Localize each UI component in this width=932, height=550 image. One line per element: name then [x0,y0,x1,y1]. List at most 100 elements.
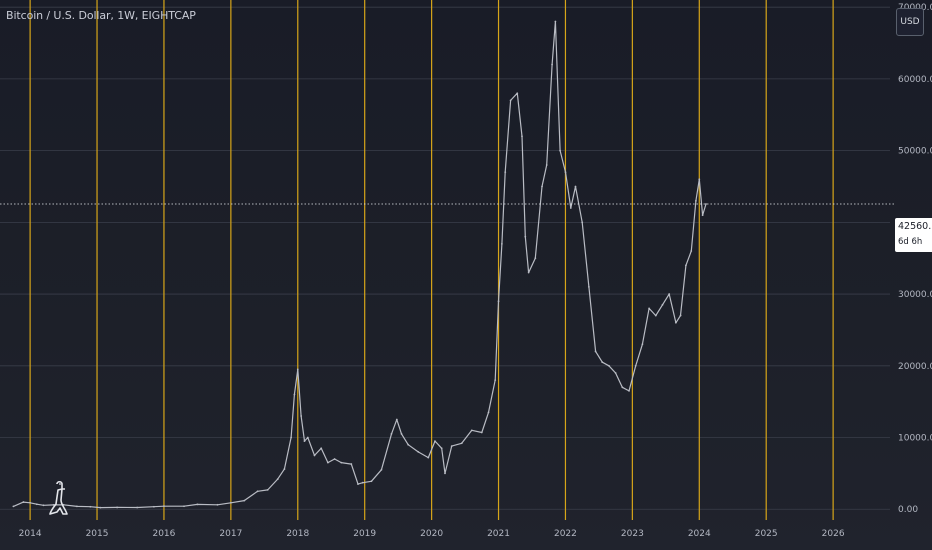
symbol-title[interactable]: Bitcoin / U.S. Dollar, 1W, EIGHTCAP [6,9,196,22]
price-point [313,454,316,457]
price-point [22,501,25,503]
price-point [370,480,373,483]
price-point [450,445,453,448]
price-point [163,505,165,508]
price-point [417,450,420,453]
currency-button[interactable]: USD [896,8,924,36]
price-point [641,343,644,346]
price-point [685,264,687,267]
price-point [320,447,323,450]
price-point [551,63,553,66]
price-point [690,250,693,252]
year-marker-lines [29,0,834,520]
price-point [183,505,185,508]
price-point [400,433,403,435]
price-point [574,185,577,188]
price-point [460,442,463,445]
price-point [407,443,410,446]
price-point [395,418,398,421]
price-point [361,481,364,484]
price-point [153,505,155,508]
price-point [559,149,561,152]
price-point [581,221,584,224]
price-point [661,303,664,306]
price-point [628,389,630,392]
y-tick-label: 20000.00 [898,362,932,372]
price-point [89,505,92,508]
price-point [357,483,359,486]
price-point [569,207,572,209]
price-point [440,447,443,450]
price-point [668,293,671,295]
price-axis[interactable]: 0.0010000.0020000.0030000.0040000.005000… [898,3,932,515]
price-point [333,458,336,460]
price-point [695,199,697,202]
price-point [564,171,567,174]
price-point [290,436,292,439]
x-tick-label: 2020 [420,529,443,539]
x-tick-label: 2018 [286,529,309,539]
price-point [434,440,436,443]
price-point [614,372,617,374]
price-point [326,461,329,464]
time-axis[interactable]: 2014 2015 2016 2017 2018 2019 2020 2021 2022 2023… [19,529,845,539]
price-point [266,488,269,491]
price-point [587,285,590,288]
price-point [500,242,503,245]
price-point [524,235,527,238]
price-point [306,436,309,439]
bar-countdown: 6d 6h [898,237,923,247]
x-tick-label: 2014 [19,529,42,539]
tradingview-dino-logo-icon[interactable] [48,480,70,518]
price-point [516,92,519,95]
price-point [243,499,246,502]
price-point [390,433,393,435]
price-point [554,20,557,23]
price-point [480,431,483,434]
price-point [534,257,537,260]
price-point [42,504,45,507]
price-point [52,504,55,506]
price-point [521,135,523,138]
price-point [293,393,296,396]
price-point [601,361,604,364]
x-tick-label: 2021 [487,529,510,539]
price-point [608,364,610,367]
price-point [229,501,232,504]
price-point [256,490,259,493]
price-point [487,411,490,414]
y-tick-label: 10000.00 [898,434,932,444]
price-point [296,368,299,371]
price-point [76,505,78,508]
x-tick-label: 2026 [822,529,845,539]
y-tick-label: 0.00 [898,505,918,515]
price-point [303,440,306,443]
price-series [12,20,707,509]
x-tick-label: 2015 [86,529,109,539]
price-point [594,350,597,353]
y-tick-label: 30000.00 [898,290,932,300]
price-point [698,178,701,181]
price-point [470,429,473,432]
price-point [99,506,102,509]
price-point [679,314,682,317]
price-point [276,478,279,481]
price-point [497,300,500,303]
current-price-label: 42560.15 6d 6h [895,218,932,252]
current-price-value: 42560.15 [898,221,932,232]
price-series-line [13,20,707,509]
price-point [380,468,383,471]
price-point [541,185,543,188]
x-tick-label: 2019 [353,529,376,539]
price-point [674,321,677,324]
x-tick-label: 2023 [621,529,644,539]
price-point [350,463,353,465]
x-tick-label: 2022 [554,529,577,539]
price-point [427,456,430,459]
price-point [504,171,507,174]
price-point [701,214,704,217]
x-tick-label: 2025 [755,529,778,539]
price-point [634,364,637,367]
